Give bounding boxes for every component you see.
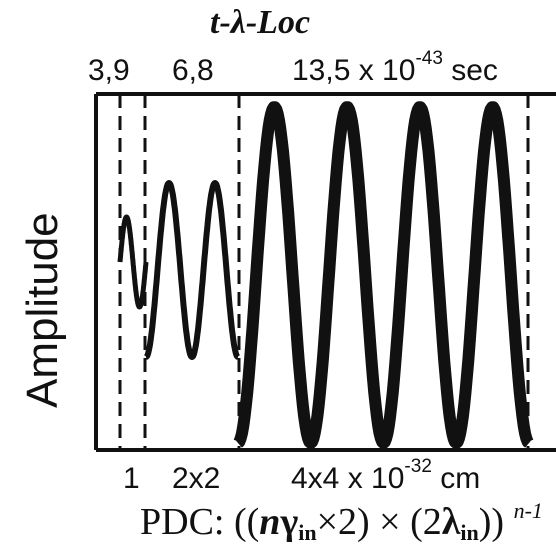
time-label-3-unit: sec — [451, 54, 498, 87]
length-label-2: 2x2 — [172, 462, 221, 495]
formula-lambda: λ — [441, 501, 461, 543]
length-label-1: 1 — [123, 462, 140, 495]
length-label-3-unit: cm — [440, 462, 481, 495]
formula-prefix: PDC: (( — [140, 501, 260, 543]
diagram-title: t-λ-Loc — [210, 4, 311, 41]
time-label-3-base: 13,5 x 10 — [292, 54, 416, 87]
formula-gamma: γ — [280, 501, 299, 543]
formula-close: )) — [478, 501, 505, 543]
formula-lambda-sub: in — [460, 520, 479, 545]
time-label-1: 3,9 — [88, 54, 130, 87]
formula-n: n — [259, 501, 281, 543]
wave-segment-small — [117, 214, 149, 310]
wave-segment-large — [233, 101, 534, 449]
length-label-3: 4x4 x 10-32 cm — [291, 456, 481, 496]
pdc-formula: PDC: ((nγin×2) × (2λin)) n-1 — [140, 498, 543, 546]
time-label-3: 13,5 x 10-43 sec — [292, 48, 498, 88]
length-label-3-base: 4x4 x 10 — [291, 462, 405, 495]
formula-gamma-sub: in — [298, 520, 317, 545]
formula-exponent: n-1 — [513, 498, 543, 523]
length-label-3-exponent: -32 — [404, 456, 432, 477]
formula-middle: ×2) × (2 — [316, 501, 442, 543]
time-label-2: 6,8 — [172, 54, 214, 87]
wave-segment-medium — [143, 180, 241, 360]
time-label-3-exponent: -43 — [415, 48, 443, 69]
